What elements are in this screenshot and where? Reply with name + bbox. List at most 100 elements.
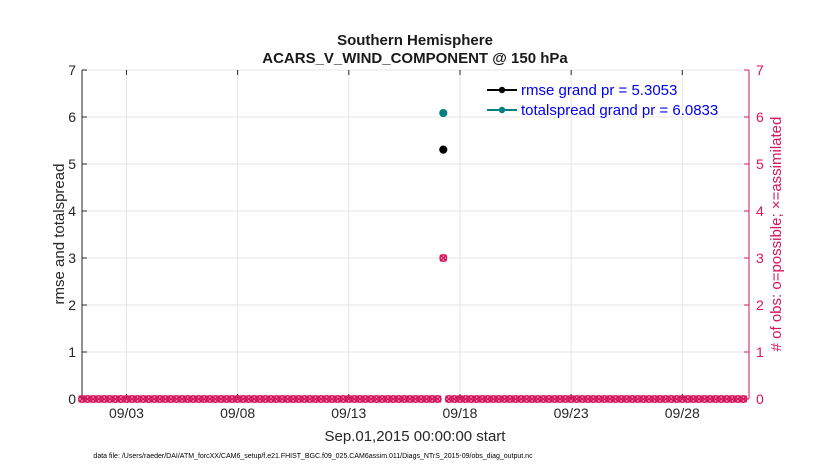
obs-possible-point <box>144 394 153 403</box>
obs-assimilated-point <box>122 395 131 403</box>
obs-assimilated-point <box>150 395 159 403</box>
x-tick-label: 09/08 <box>220 405 255 421</box>
obs-possible-point <box>178 394 187 403</box>
obs-possible-point <box>672 394 681 403</box>
obs-assimilated-point <box>656 395 664 403</box>
obs-possible-point <box>239 394 248 403</box>
obs-possible-point <box>194 394 203 403</box>
obs-assimilated-point <box>167 395 175 403</box>
obs-possible-point <box>166 394 175 403</box>
obs-assimilated-point <box>395 395 403 403</box>
left-y-tick-label: 4 <box>68 203 76 219</box>
obs-assimilated-point <box>456 395 464 403</box>
obs-possible-point <box>89 394 98 403</box>
legend-label-rmse: rmse grand pr = 5.3053 <box>521 82 677 99</box>
obs-assimilated-point <box>428 395 436 403</box>
obs-assimilated-point <box>611 395 620 403</box>
left-y-tick-label: 0 <box>68 391 76 407</box>
obs-possible-point <box>339 394 348 403</box>
obs-assimilated-point <box>306 395 314 403</box>
obs-possible-point <box>417 394 426 403</box>
obs-assimilated-point <box>689 395 698 403</box>
obs-assimilated-point <box>183 395 192 403</box>
obs-possible-point <box>361 394 370 403</box>
obs-assimilated-point <box>572 395 581 403</box>
obs-possible-point <box>489 394 498 403</box>
obs-assimilated-point <box>406 395 414 403</box>
obs-possible-point <box>511 394 520 403</box>
obs-possible-point <box>644 394 653 403</box>
obs-assimilated-point <box>400 395 409 403</box>
obs-possible-point <box>389 394 398 403</box>
obs-assimilated-point <box>578 395 587 403</box>
obs-assimilated-point <box>78 395 86 403</box>
obs-possible-point <box>606 394 615 403</box>
obs-assimilated-point <box>383 395 392 403</box>
obs-possible-point <box>139 394 148 403</box>
obs-assimilated-point <box>622 395 631 403</box>
right-y-tick-label: 5 <box>756 156 764 172</box>
right-y-tick-label: 2 <box>756 297 764 313</box>
obs-possible-point <box>594 394 603 403</box>
obs-possible-point <box>244 394 253 403</box>
left-y-tick-label: 1 <box>68 344 76 360</box>
obs-possible-point <box>505 394 514 403</box>
obs-possible-point <box>216 394 225 403</box>
obs-possible-point <box>105 394 114 403</box>
obs-possible-point <box>122 394 131 403</box>
obs-possible-point <box>294 394 303 403</box>
obs-possible-point <box>433 394 442 403</box>
obs-possible-point <box>250 394 259 403</box>
legend-marker-totalspread <box>498 106 506 114</box>
obs-possible-point <box>78 394 87 403</box>
obs-assimilated-point <box>222 395 231 403</box>
left-y-tick-label: 3 <box>68 250 76 266</box>
obs-possible-point <box>200 394 209 403</box>
obs-possible-point <box>667 394 676 403</box>
obs-assimilated-point <box>333 395 342 403</box>
obs-possible-point <box>622 394 631 403</box>
obs-assimilated-point <box>695 395 703 403</box>
obs-assimilated-point <box>728 395 737 403</box>
obs-possible-point <box>639 394 648 403</box>
obs-assimilated-point <box>295 395 303 403</box>
obs-possible-point <box>650 394 659 403</box>
obs-assimilated-point <box>350 395 359 403</box>
obs-possible-point <box>355 394 364 403</box>
obs-possible-point <box>561 394 570 403</box>
obs-possible-point <box>633 394 642 403</box>
obs-assimilated-point <box>439 254 448 262</box>
obs-assimilated-point <box>89 395 97 403</box>
obs-possible-point <box>478 394 487 403</box>
obs-assimilated-point <box>472 395 481 403</box>
obs-possible-point <box>661 394 670 403</box>
obs-possible-point <box>439 254 448 263</box>
left-y-tick-label: 5 <box>68 156 76 172</box>
obs-possible-point <box>150 394 159 403</box>
obs-possible-point <box>611 394 620 403</box>
obs-assimilated-point <box>228 395 236 403</box>
obs-possible-point <box>266 394 275 403</box>
obs-possible-point <box>261 394 270 403</box>
x-tick-label: 09/18 <box>442 405 477 421</box>
left-y-tick-label: 2 <box>68 297 76 313</box>
right-y-axis: 0 1 2 3 4 5 6 7 <box>744 62 764 407</box>
obs-assimilated-point <box>717 395 725 403</box>
legend-marker-rmse <box>498 86 506 94</box>
obs-assimilated-point <box>595 395 603 403</box>
obs-possible-point <box>411 394 420 403</box>
obs-possible-point <box>383 394 392 403</box>
obs-assimilated-point <box>528 395 536 403</box>
obs-assimilated-point <box>467 395 475 403</box>
obs-assimilated-point <box>511 395 520 403</box>
obs-possible-point <box>305 394 314 403</box>
metric-series <box>439 108 448 154</box>
obs-assimilated-point <box>539 395 548 403</box>
obs-possible-point <box>589 394 598 403</box>
obs-possible-point <box>328 394 337 403</box>
chart-title-line-1: Southern Hemisphere <box>337 32 493 49</box>
obs-assimilated-point <box>256 395 264 403</box>
x-tick-label: 09/28 <box>665 405 700 421</box>
obs-possible-point <box>444 394 453 403</box>
